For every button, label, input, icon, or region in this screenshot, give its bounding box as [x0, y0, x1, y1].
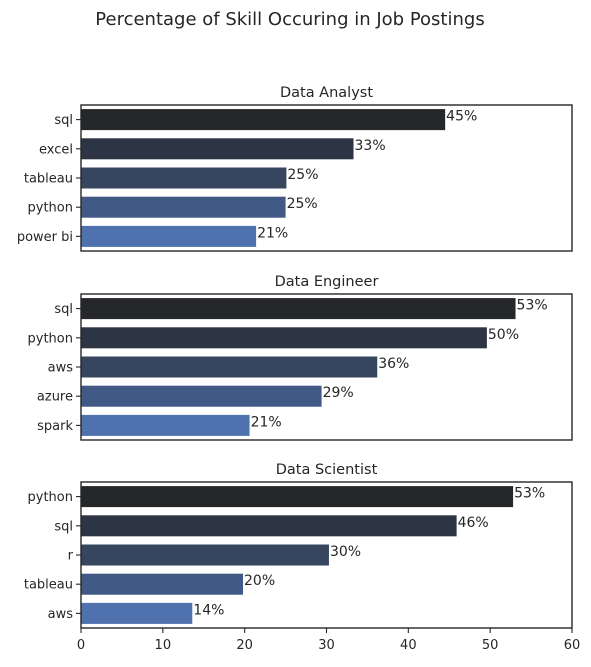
data-label: 29% [323, 385, 354, 401]
data-label: 25% [287, 196, 318, 212]
bar [81, 298, 516, 319]
bar [81, 603, 192, 624]
bar [81, 109, 445, 130]
bar [81, 515, 457, 536]
x-tick-label: 20 [236, 638, 253, 653]
panel-title: Data Scientist [276, 462, 378, 478]
data-label: 33% [355, 138, 386, 154]
chart-title: Percentage of Skill Occuring in Job Post… [95, 9, 484, 30]
y-tick-label: tableau [24, 578, 73, 593]
y-tick-label: sql [54, 113, 73, 128]
data-label: 21% [251, 414, 282, 430]
data-label: 50% [488, 327, 519, 343]
panel-title: Data Analyst [280, 85, 373, 101]
y-tick-label: sql [54, 302, 73, 317]
y-tick-label: aws [48, 607, 74, 622]
y-tick-label: tableau [24, 172, 73, 187]
data-label: 14% [193, 602, 224, 618]
y-tick-label: excel [39, 142, 73, 157]
x-tick-label: 50 [482, 638, 499, 653]
y-tick-label: python [28, 490, 73, 505]
x-tick-label: 40 [400, 638, 417, 653]
y-tick-label: power bi [17, 230, 73, 245]
x-tick-label: 0 [77, 638, 85, 653]
data-label: 25% [287, 167, 318, 183]
chart-panels: Data Analyst sql 45% excel 33% tableau 25% pyth… [17, 85, 580, 653]
panel-title: Data Engineer [275, 274, 379, 290]
data-label: 46% [458, 515, 489, 531]
bar [81, 574, 243, 595]
y-tick-label: azure [37, 390, 73, 405]
bar [81, 544, 329, 565]
y-tick-label: spark [37, 419, 73, 434]
y-tick-label: python [28, 201, 73, 216]
bar [81, 138, 354, 159]
data-label: 21% [257, 225, 288, 241]
x-tick-label: 10 [155, 638, 172, 653]
y-tick-label: r [68, 549, 74, 564]
data-label: 45% [446, 109, 477, 125]
bar [81, 197, 286, 218]
data-label: 53% [514, 486, 545, 502]
y-tick-label: python [28, 331, 73, 346]
bar [81, 226, 256, 247]
data-label: 36% [378, 356, 409, 372]
bar [81, 386, 322, 407]
bar [81, 327, 487, 348]
data-label: 30% [330, 544, 361, 560]
y-tick-label: sql [54, 519, 73, 534]
data-label: 53% [517, 298, 548, 314]
y-tick-label: aws [48, 361, 74, 376]
bar [81, 415, 250, 436]
bar [81, 486, 513, 507]
x-tick-label: 60 [564, 638, 581, 653]
x-tick-label: 30 [318, 638, 335, 653]
bar [81, 356, 377, 377]
data-label: 20% [244, 573, 275, 589]
bar [81, 167, 286, 188]
